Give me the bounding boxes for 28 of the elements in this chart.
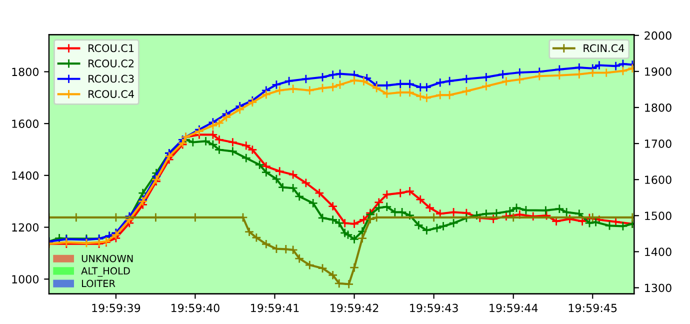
y2-tick-label: 1600 — [645, 176, 672, 184]
x-tick-label: 19:59:39 — [92, 304, 140, 312]
y2-tick-label: 1900 — [645, 67, 672, 76]
x-tick-label: 19:59:41 — [251, 304, 299, 312]
y2-tick-label: 1500 — [645, 212, 672, 220]
y-tick-label: 1200 — [12, 223, 39, 232]
y-tick-label: 1800 — [12, 68, 39, 76]
annotation: UNKNOWN — [82, 254, 133, 262]
y2-tick-label: 1300 — [645, 284, 672, 292]
y2-tick-label: 1700 — [645, 140, 672, 148]
band-label: ALT_HOLD — [81, 267, 130, 277]
y2-tick-label: 1400 — [645, 248, 672, 256]
y-tick-label: 1600 — [12, 120, 39, 128]
legend-label: RCOU.C4 — [88, 90, 134, 98]
x-tick-label: 19:59:43 — [410, 304, 458, 312]
legend-label: RCOU.C2 — [88, 60, 134, 68]
y-tick-label: 1400 — [12, 171, 39, 180]
x-tick-label: 19:59:42 — [330, 304, 378, 312]
y2-tick-label: 1800 — [645, 103, 672, 112]
legend-label: RCIN.C4 — [584, 44, 624, 52]
annotation: LOITER — [82, 280, 116, 288]
legend-label: RCOU.C1 — [88, 44, 134, 52]
x-tick-label: 19:59:45 — [568, 304, 617, 312]
x-tick-label: 19:59:44 — [490, 304, 538, 312]
legend-label: RCOU.C3 — [88, 74, 134, 83]
y2-tick-label: 2000 — [644, 31, 672, 40]
y-tick-label: 1000 — [12, 275, 39, 284]
x-tick-label: 19:59:40 — [171, 304, 220, 312]
